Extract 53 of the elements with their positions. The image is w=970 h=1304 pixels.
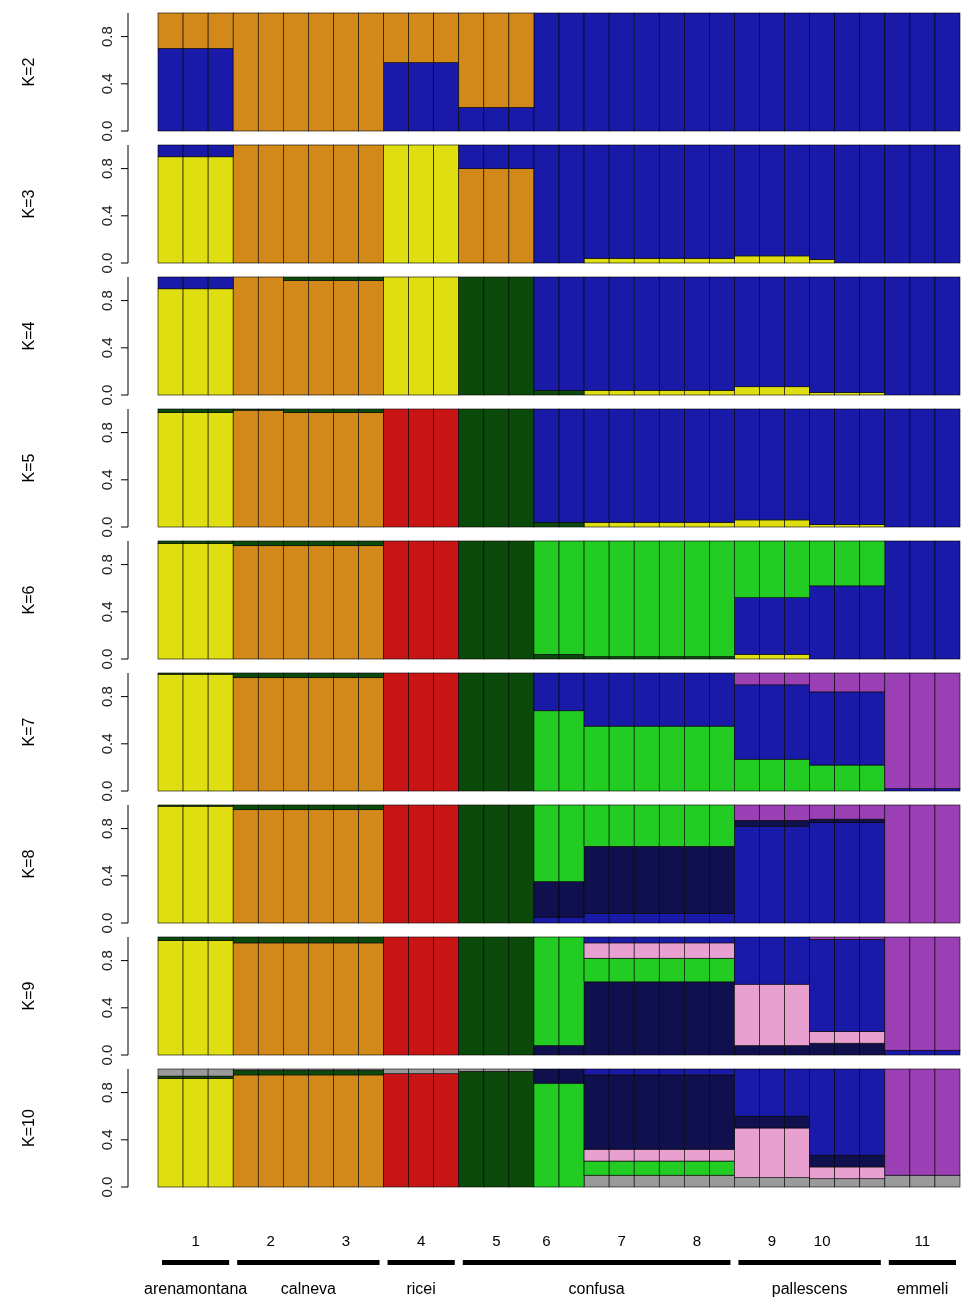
text: arenamontana bbox=[144, 1280, 248, 1297]
x-tick-label: 5 bbox=[492, 1232, 501, 1249]
y-tick-label: 0.0 bbox=[98, 648, 115, 670]
y-tick-label: 0.8 bbox=[98, 950, 115, 972]
y-tick-label: 0.8 bbox=[98, 686, 115, 708]
x-tick-label: 2 bbox=[266, 1232, 275, 1249]
y-axis-title: K=10 bbox=[20, 1108, 37, 1147]
y-axis-title: K=7 bbox=[20, 717, 37, 747]
x-tick-label: 11 bbox=[914, 1232, 931, 1249]
y-axis-title: K=9 bbox=[20, 981, 37, 1011]
y-axis-title: K=4 bbox=[20, 321, 37, 351]
y-axis-title: K=6 bbox=[20, 585, 37, 615]
x-tick-label: 9 bbox=[767, 1232, 777, 1249]
y-tick-label: 0.0 bbox=[98, 252, 115, 274]
y-tick-label: 0.4 bbox=[98, 733, 115, 755]
y-tick-label: 0.0 bbox=[98, 1176, 115, 1198]
y-tick-label: 0.4 bbox=[98, 337, 115, 359]
text: emmeli bbox=[896, 1280, 949, 1297]
y-tick-label: 0.4 bbox=[98, 205, 115, 227]
y-tick-label: 0.8 bbox=[98, 554, 115, 576]
text: pallescens bbox=[771, 1280, 848, 1297]
x-tick-label: 1 bbox=[191, 1232, 200, 1249]
y-tick-label: 0.4 bbox=[98, 469, 115, 491]
y-tick-label: 0.0 bbox=[98, 912, 115, 934]
y-tick-label: 0.0 bbox=[98, 1044, 115, 1066]
x-tick-label: 10 bbox=[813, 1232, 831, 1249]
y-tick-label: 0.4 bbox=[98, 865, 115, 887]
x-tick-label: 7 bbox=[617, 1232, 626, 1249]
text: ricei bbox=[406, 1280, 436, 1297]
y-tick-label: 0.8 bbox=[98, 422, 115, 444]
y-tick-label: 0.0 bbox=[98, 780, 115, 802]
y-tick-label: 0.8 bbox=[98, 290, 115, 312]
x-tick-label: 3 bbox=[341, 1232, 351, 1249]
y-axis-title: K=8 bbox=[20, 849, 37, 879]
y-tick-label: 0.8 bbox=[98, 1082, 115, 1104]
y-axis-title: K=2 bbox=[20, 57, 37, 87]
y-tick-label: 0.0 bbox=[98, 384, 115, 406]
x-tick-label: 6 bbox=[542, 1232, 551, 1249]
x-tick-label: 4 bbox=[416, 1232, 426, 1249]
y-tick-label: 0.8 bbox=[98, 26, 115, 48]
y-tick-label: 0.0 bbox=[98, 516, 115, 538]
x-tick-label: 8 bbox=[692, 1232, 702, 1249]
y-axis-title: K=5 bbox=[20, 453, 37, 483]
y-tick-label: 0.4 bbox=[98, 997, 115, 1019]
y-tick-label: 0.0 bbox=[98, 120, 115, 142]
y-tick-label: 0.8 bbox=[98, 158, 115, 180]
text: confusa bbox=[568, 1280, 625, 1297]
y-tick-label: 0.8 bbox=[98, 818, 115, 840]
y-tick-label: 0.4 bbox=[98, 1129, 115, 1151]
y-axis-title: K=3 bbox=[20, 189, 37, 219]
y-tick-label: 0.4 bbox=[98, 73, 115, 95]
text: calneva bbox=[280, 1280, 337, 1297]
y-tick-label: 0.4 bbox=[98, 601, 115, 623]
